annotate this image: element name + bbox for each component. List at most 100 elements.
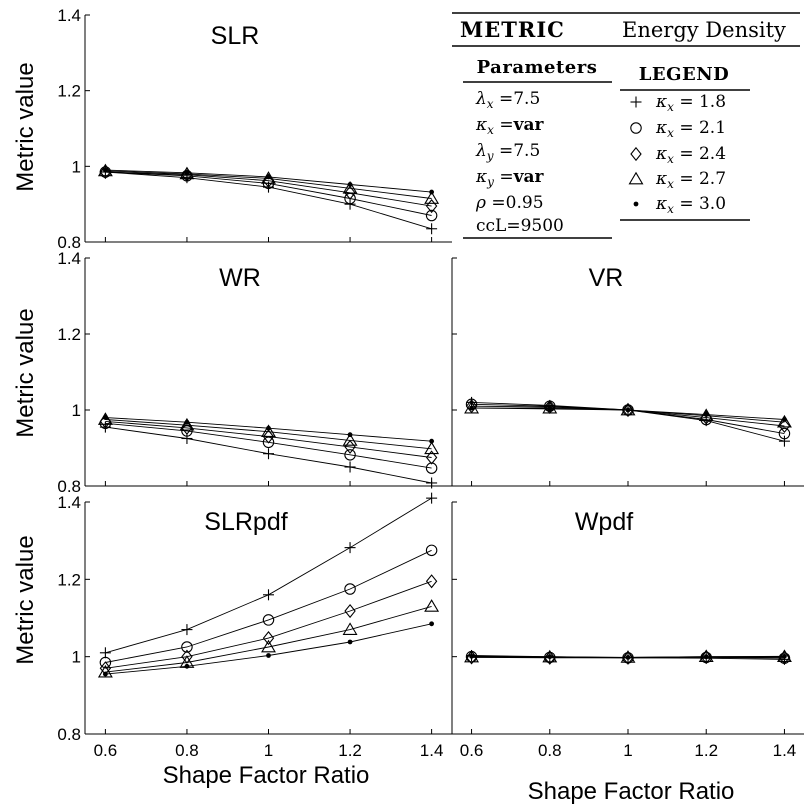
metric-header-value: Energy Density — [622, 18, 786, 42]
data-point-triangle — [342, 180, 358, 194]
y-tick-label: 1.4 — [57, 249, 81, 268]
parameters-rows: λx =7.5 κx =var λy =7.5 κy =var ρ =0.95 ccL=9… — [475, 89, 564, 236]
series-line-diamond — [105, 171, 432, 207]
data-point-triangle — [261, 171, 276, 184]
panel-title: WR — [219, 264, 261, 292]
y-tick-label: 1.2 — [57, 82, 81, 101]
data-point-dot — [469, 653, 474, 659]
data-point-dot — [347, 432, 353, 438]
data-point-triangle — [776, 414, 792, 428]
panel-slr: 0.8 1 1.2 1.4 SLR — [57, 6, 452, 252]
data-point-dot — [266, 653, 271, 658]
data-point-triangle — [97, 412, 113, 425]
data-point-dot — [547, 654, 553, 660]
data-point-triangle — [179, 417, 195, 431]
legend-marker-dot — [633, 201, 639, 207]
data-point-dot — [469, 405, 474, 411]
data-point-dot — [429, 189, 435, 195]
data-point-circle — [262, 436, 275, 449]
parameter-row: κx =var — [475, 115, 544, 137]
y-tick-label: 0.8 — [57, 477, 81, 496]
data-point-dot — [703, 412, 709, 417]
series-line-circle — [105, 549, 432, 663]
y-tick-label: 0.8 — [57, 725, 81, 744]
data-point-plus — [344, 542, 356, 554]
ylabel-top: Metric value — [12, 62, 39, 191]
data-point-circle — [425, 209, 438, 222]
legend-marker-circle — [630, 122, 642, 134]
y-tick-label: 1 — [72, 401, 81, 420]
data-point-dot — [266, 174, 271, 180]
data-point-dot — [184, 419, 190, 425]
metric-table: METRIC Energy Density — [452, 12, 800, 47]
data-point-plus — [263, 448, 274, 460]
y-tick-label: 1.4 — [57, 6, 81, 25]
panel-title: SLRpdf — [204, 508, 287, 536]
data-point-triangle — [424, 441, 440, 455]
data-point-circle — [181, 425, 193, 437]
x-tick-label: 0.8 — [175, 741, 199, 760]
panel-vr: VR — [451, 257, 804, 487]
metric-header-label: METRIC — [460, 17, 565, 42]
data-point-circle — [344, 449, 356, 461]
data-point-dot — [429, 621, 435, 627]
x-tick-label: 1.2 — [694, 741, 718, 760]
x-tick-label: 1 — [623, 741, 632, 760]
data-point-plus — [181, 624, 193, 636]
parameter-row: ρ =0.95 — [475, 193, 544, 213]
legend-entry-label: κx = 2.7 — [655, 169, 726, 191]
legend-entry-label: κx = 2.1 — [655, 118, 726, 140]
panel-wr: 0.8 1 1.2 1.4 WR — [57, 249, 452, 496]
data-point-triangle — [464, 400, 480, 414]
x-tick-label: 0.6 — [460, 741, 484, 760]
data-point-dot — [184, 663, 190, 669]
data-point-dot — [625, 655, 631, 660]
x-tick-label: 1.4 — [773, 741, 797, 760]
data-point-plus — [426, 477, 438, 489]
xlabel-left: Shape Factor Ratio — [163, 762, 370, 789]
data-point-diamond — [425, 574, 438, 589]
y-tick-label: 1.2 — [57, 325, 81, 344]
data-point-dot — [102, 167, 108, 173]
data-point-dot — [102, 415, 108, 420]
x-tick-label: 1 — [264, 741, 273, 760]
data-point-diamond — [622, 650, 634, 665]
data-point-dot — [625, 407, 631, 413]
data-point-diamond — [344, 185, 356, 200]
data-point-triangle — [261, 424, 276, 438]
parameter-row: κy =var — [475, 167, 544, 189]
data-point-diamond — [425, 198, 438, 214]
parameters-title: Parameters — [477, 57, 598, 78]
y-tick-label: 1 — [72, 157, 81, 176]
data-point-dot — [266, 425, 271, 431]
panel-wpdf: 0.6 0.8 1 1.2 1.4 Wpdf — [451, 501, 804, 760]
data-point-dot — [102, 671, 108, 677]
data-point-diamond — [465, 650, 478, 665]
legend-title: LEGEND — [639, 64, 730, 85]
data-point-triangle — [261, 639, 276, 653]
data-point-diamond — [425, 450, 438, 465]
data-point-triangle — [342, 622, 358, 635]
ylabel-bottom: Metric value — [12, 535, 39, 664]
data-point-circle — [425, 544, 438, 557]
panel-title: SLR — [211, 22, 260, 50]
x-tick-label: 1.2 — [338, 741, 362, 760]
legend-entry-label: κx = 3.0 — [655, 194, 726, 216]
x-tick-label: 0.6 — [94, 741, 118, 760]
data-point-diamond — [262, 429, 275, 444]
panel-slrpdf: 0.8 1 1.2 1.4 0.6 0.8 1 1.2 1.4 SLRpdf — [57, 492, 452, 760]
data-point-circle — [99, 656, 112, 669]
parameter-row: λy =7.5 — [475, 141, 540, 163]
xlabel-right: Shape Factor Ratio — [528, 778, 735, 805]
legend-rows: κx = 1.8 κx = 2.1 κx = 2.4 κx = 2.7 κx = 3.0 — [628, 92, 726, 216]
data-point-plus — [344, 461, 356, 473]
data-point-dot — [782, 653, 787, 659]
series-line-triangle — [105, 605, 432, 673]
data-point-triangle — [97, 664, 113, 678]
data-point-triangle — [342, 433, 358, 446]
legend-marker-diamond — [630, 146, 642, 162]
legend-marker-plus — [630, 96, 642, 108]
data-point-diamond — [700, 649, 712, 665]
y-tick-label: 0.8 — [57, 233, 81, 252]
data-point-diamond — [622, 402, 634, 418]
